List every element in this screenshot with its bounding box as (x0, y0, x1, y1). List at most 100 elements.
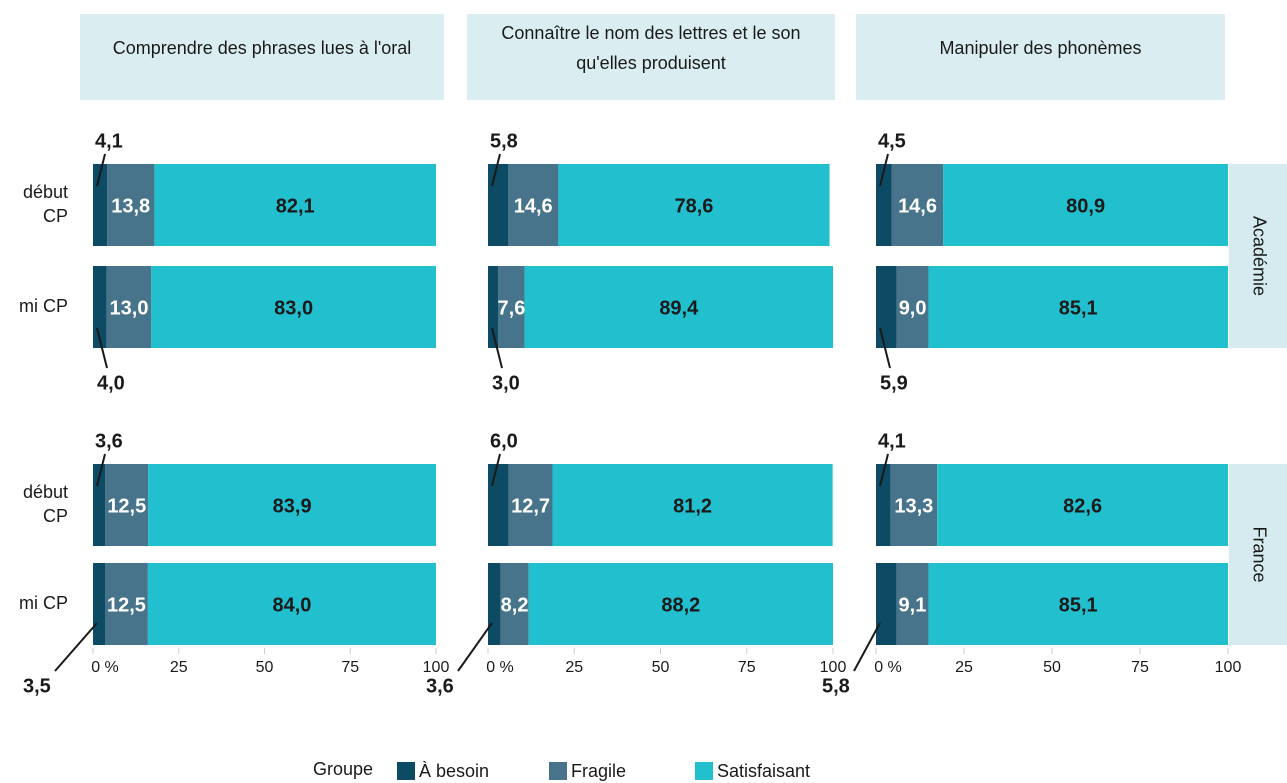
facet-title: Connaître le nom des lettres et le son qu… (501, 23, 800, 73)
leader-line (457, 622, 493, 672)
value-label: 82,6 (1063, 495, 1102, 517)
facet-header (856, 14, 1225, 100)
value-label: 5,8 (822, 675, 850, 697)
legend-swatch (695, 762, 713, 780)
bar-segment (890, 464, 938, 546)
category-label: mi CP (19, 296, 68, 316)
value-label: 9,0 (899, 297, 927, 319)
bar-segment (488, 266, 499, 348)
bar-segment (151, 266, 436, 348)
bar-segment (928, 563, 1228, 645)
bar-segment (896, 563, 929, 645)
x-tick-label: 75 (341, 659, 359, 676)
bar-segment (147, 563, 436, 645)
leader-line (879, 153, 889, 187)
bar-segment (891, 164, 944, 246)
bar-segment (107, 164, 155, 246)
value-label: 83,9 (273, 495, 312, 517)
bar-segment (937, 464, 1228, 546)
bar-segment (148, 464, 436, 546)
facet-strip (1229, 164, 1287, 348)
value-label: 85,1 (1059, 594, 1098, 616)
bar-segment (876, 164, 892, 246)
value-label: 4,1 (878, 430, 906, 452)
value-label: 13,3 (894, 495, 933, 517)
value-label: 9,1 (899, 594, 927, 616)
value-label: 88,2 (661, 594, 700, 616)
x-tick-label: 50 (652, 659, 670, 676)
value-label: 82,1 (276, 195, 315, 217)
facet-header (80, 14, 444, 100)
value-label: 12,5 (107, 594, 146, 616)
bar-segment (943, 164, 1228, 246)
value-label: 4,0 (97, 372, 125, 394)
bar-segment (876, 563, 897, 645)
bar-segment (552, 464, 833, 546)
x-tick-label: 100 (423, 659, 450, 676)
value-label: 13,0 (110, 297, 149, 319)
bar-segment (528, 563, 833, 645)
value-label: 78,6 (674, 195, 713, 217)
leader-line (879, 327, 891, 369)
x-tick-label: 100 (820, 659, 847, 676)
bar-segment (928, 266, 1228, 348)
value-label: 84,0 (272, 594, 311, 616)
value-label: 4,1 (95, 130, 123, 152)
value-label: 14,6 (898, 195, 937, 217)
leader-line (491, 327, 503, 369)
bar-segment (105, 464, 149, 546)
leader-line (96, 453, 106, 487)
value-label: 12,5 (107, 495, 146, 517)
bar-segment (93, 563, 106, 645)
value-label: 80,9 (1066, 195, 1105, 217)
bar-segment (876, 266, 897, 348)
x-tick-label: 75 (1131, 659, 1149, 676)
value-label: 12,7 (511, 495, 550, 517)
value-label: 3,0 (492, 372, 520, 394)
facet-title: Manipuler des phonèmes (939, 38, 1141, 58)
bar-segment (488, 164, 509, 246)
x-tick-label: 0 % (486, 659, 514, 676)
bar-segment (93, 464, 106, 546)
facet-row-title: Académie (1249, 216, 1269, 296)
bar-segment (488, 464, 509, 546)
leader-line (491, 453, 501, 487)
x-tick-label: 0 % (874, 659, 902, 676)
value-label: 13,8 (111, 195, 150, 217)
bar-segment (93, 266, 107, 348)
bar-segment (524, 266, 833, 348)
value-label: 89,4 (659, 297, 699, 319)
facet-row-title: France (1249, 526, 1269, 582)
legend-swatch (549, 762, 567, 780)
value-label: 4,5 (878, 130, 906, 152)
legend-label: À besoin (419, 761, 489, 781)
category-label: mi CP (19, 593, 68, 613)
x-tick-label: 50 (1043, 659, 1061, 676)
x-tick-label: 50 (256, 659, 274, 676)
x-tick-label: 100 (1215, 659, 1242, 676)
leader-line (879, 453, 889, 487)
x-tick-label: 0 % (91, 659, 119, 676)
bar-segment (508, 464, 553, 546)
bar-segment (558, 164, 830, 246)
value-label: 5,9 (880, 372, 908, 394)
x-tick-label: 25 (565, 659, 583, 676)
bar-segment (508, 164, 559, 246)
value-label: 81,2 (673, 495, 712, 517)
bar-segment (498, 266, 525, 348)
leader-line (491, 153, 501, 187)
leader-line (54, 622, 98, 672)
value-label: 8,2 (501, 594, 529, 616)
x-tick-label: 75 (738, 659, 756, 676)
facet-strip (1229, 464, 1287, 645)
value-label: 6,0 (490, 430, 518, 452)
value-label: 85,1 (1059, 297, 1098, 319)
value-label: 5,8 (490, 130, 518, 152)
legend-label: Fragile (571, 761, 626, 781)
bar-segment (105, 563, 148, 645)
bar-segment (154, 164, 436, 246)
bar-segment (488, 563, 501, 645)
value-label: 3,6 (95, 430, 123, 452)
category-label: début CP (23, 482, 68, 526)
